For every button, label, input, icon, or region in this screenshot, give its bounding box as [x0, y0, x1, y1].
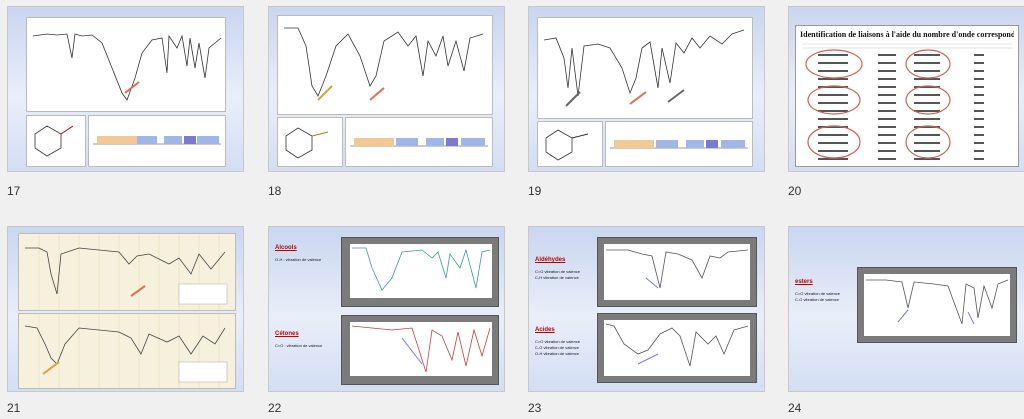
table-grid: [802, 43, 1012, 160]
acides-text-3: O-H vibration de valence: [535, 351, 580, 356]
acides-heading: Acides: [535, 327, 555, 333]
slide-number: 18: [268, 184, 282, 198]
ir-spectrum: [277, 15, 493, 115]
spectrum-plot: [284, 27, 484, 101]
esters-text-1: C=O vibration de valence: [795, 291, 841, 296]
molecule-structure: [26, 115, 86, 167]
acides-text-2: C-O vibration de valence: [535, 345, 580, 350]
bond-table: Identification de liaisons à l'aide du n…: [795, 25, 1019, 167]
ir-spectrum-ketone: [341, 315, 499, 385]
aldehydes-text-1: C=O vibration de valence: [535, 269, 581, 274]
wavenumber-scale: [88, 115, 226, 167]
slide-number: 24: [788, 401, 802, 415]
molecule-structure: [277, 117, 343, 167]
acides-text-1: C=O vibration de valence: [535, 339, 581, 344]
aldehydes-text-2: C-H vibration de valence: [535, 275, 579, 280]
wavenumber-scale: [605, 121, 753, 167]
alcools-text: O-H : vibration de valence: [275, 257, 322, 262]
spectrum-plot: [25, 234, 228, 310]
esters-text-2: C-O vibration de valence: [795, 297, 840, 302]
slide-number: 21: [7, 401, 21, 415]
spectrum-plot: [32, 33, 222, 101]
ir-spectrum: [537, 17, 753, 119]
table-title: Identification de liaisons à l'aide du n…: [800, 30, 1014, 39]
ir-spectrum-bottom: [18, 313, 236, 389]
cetones-heading: Cétones: [275, 331, 299, 337]
ir-spectrum-acid: [597, 313, 757, 383]
aldehydes-heading: Aldéhydes: [535, 257, 566, 263]
esters-heading: esters: [795, 279, 813, 285]
spectrum-plot: [543, 29, 745, 107]
ir-spectrum-alcohol: [341, 237, 499, 307]
spectrum-plot: [24, 314, 228, 388]
slide-number: 17: [7, 184, 21, 198]
molecule-structure: [537, 121, 603, 167]
ir-spectrum-aldehyde: [597, 237, 757, 307]
cetones-text: C=O : vibration de valence: [275, 343, 323, 348]
slide-number: 23: [528, 401, 542, 415]
slide-number: 19: [528, 184, 542, 198]
ir-spectrum-top: [18, 233, 236, 311]
slide-number: 20: [788, 184, 802, 198]
slide-number: 22: [268, 401, 282, 415]
alcools-heading: Alcools: [275, 245, 297, 251]
ir-spectrum-ester: [857, 267, 1017, 343]
wavenumber-scale: [345, 117, 493, 167]
ir-spectrum: [26, 17, 226, 112]
